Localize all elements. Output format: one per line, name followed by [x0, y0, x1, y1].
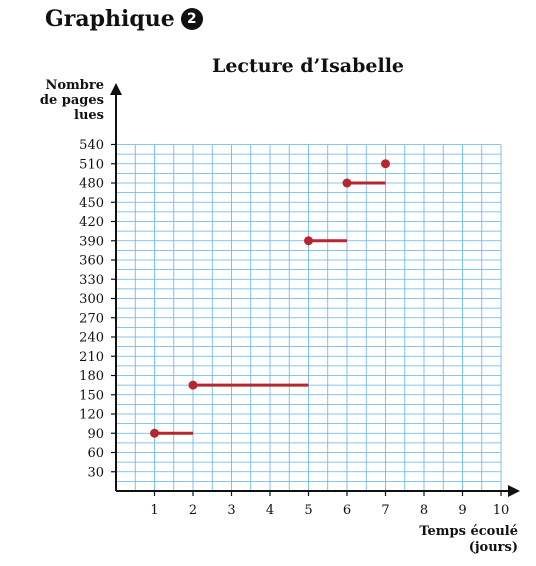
y-tick-label: 270	[79, 311, 104, 326]
x-axis-arrow-icon	[508, 485, 520, 497]
y-tick-label: 420	[79, 215, 104, 230]
y-tick-label: 240	[79, 331, 104, 346]
data-point	[150, 428, 159, 438]
y-tick-label: 480	[79, 177, 104, 192]
y-axis-label: de pages	[40, 93, 104, 108]
y-tick-label: 390	[79, 234, 104, 249]
y-tick-label: 330	[79, 273, 104, 288]
x-tick-label: 4	[266, 503, 274, 518]
y-tick-label: 120	[79, 408, 104, 423]
data-point	[304, 236, 313, 246]
y-tick-label: 540	[79, 138, 104, 153]
x-tick-label: 10	[493, 503, 510, 518]
x-axis-label: Temps écoulé	[419, 524, 518, 539]
y-tick-label: 90	[87, 427, 104, 442]
graph-number-badge: 2	[180, 8, 203, 30]
y-axis-label: Nombre	[45, 78, 104, 93]
y-axis-label: lues	[74, 108, 104, 123]
x-tick-label: 7	[381, 503, 389, 518]
x-tick-label: 9	[458, 503, 466, 518]
x-axis-label: (jours)	[469, 540, 518, 555]
x-tick-label: 6	[343, 503, 351, 518]
x-tick-label: 8	[420, 503, 428, 518]
y-tick-label: 210	[79, 350, 104, 365]
x-tick-label: 3	[227, 503, 235, 518]
x-tick-label: 2	[189, 503, 197, 518]
y-axis-arrow-icon	[110, 83, 122, 95]
y-tick-label: 300	[79, 292, 104, 307]
data-point	[188, 380, 198, 390]
y-tick-label: 30	[87, 465, 104, 480]
x-tick-label: 5	[304, 503, 312, 518]
data-point	[381, 159, 390, 169]
y-tick-label: 180	[79, 369, 104, 384]
data-point	[342, 178, 352, 188]
grid	[115, 144, 502, 492]
y-tick-label: 150	[79, 388, 104, 403]
x-tick-label: 1	[150, 503, 158, 518]
chart-title: Lecture d’Isabelle	[212, 55, 404, 77]
y-tick-label: 510	[79, 157, 104, 172]
graph-label: Graphique	[45, 6, 175, 32]
y-tick-label: 360	[79, 254, 104, 269]
y-tick-label: 60	[87, 446, 104, 461]
y-tick-label: 450	[79, 196, 104, 211]
chart-header: Graphique 2	[45, 6, 203, 32]
